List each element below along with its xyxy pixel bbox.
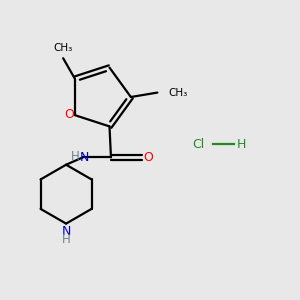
Text: H: H <box>62 233 70 246</box>
Text: H: H <box>237 138 246 151</box>
Text: O: O <box>65 108 75 121</box>
Text: O: O <box>143 151 153 164</box>
Text: H: H <box>70 150 79 163</box>
Text: CH₃: CH₃ <box>53 43 73 53</box>
Text: Cl: Cl <box>193 138 205 151</box>
Text: N: N <box>80 151 89 164</box>
Text: N: N <box>61 225 71 239</box>
Text: CH₃: CH₃ <box>169 88 188 98</box>
